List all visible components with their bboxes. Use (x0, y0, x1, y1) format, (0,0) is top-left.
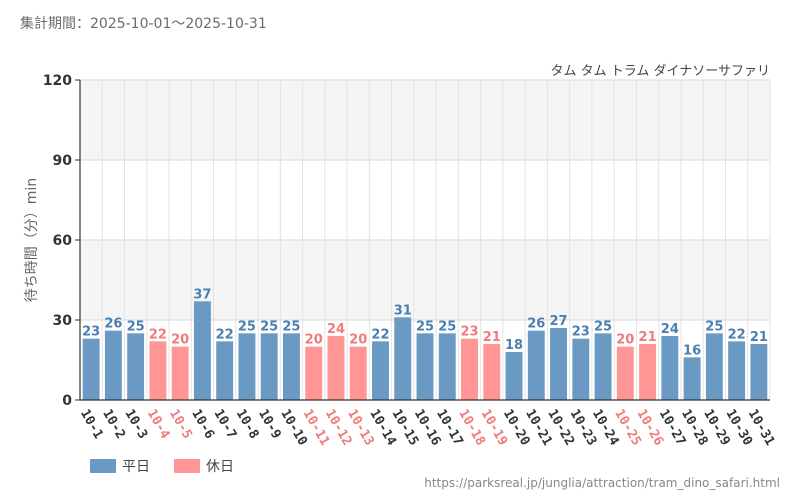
plot-band (80, 240, 770, 320)
attraction-name: タム タム トラム ダイナソーサファリ (551, 64, 771, 79)
data-label-10-19: 21 (483, 330, 501, 345)
bar-10-4 (149, 341, 167, 400)
data-label-10-8: 25 (238, 319, 256, 334)
data-label-10-29: 25 (705, 319, 723, 334)
bar-10-2 (104, 330, 122, 400)
bar-10-23 (572, 338, 590, 400)
bar-10-31 (750, 344, 768, 400)
y-tick-60: 60 (53, 233, 73, 249)
bar-10-25 (616, 346, 634, 400)
data-label-10-12: 24 (327, 322, 345, 337)
data-label-10-17: 25 (438, 319, 456, 334)
bar-10-12 (327, 336, 345, 400)
data-label-10-11: 20 (305, 333, 323, 348)
data-label-10-16: 25 (416, 319, 434, 334)
bar-10-7 (216, 341, 234, 400)
bar-10-16 (416, 333, 434, 400)
bar-10-3 (127, 333, 145, 400)
data-label-10-25: 20 (616, 333, 634, 348)
data-label-10-20: 18 (505, 338, 523, 353)
bars-group (82, 301, 768, 400)
bar-10-10 (282, 333, 300, 400)
data-label-10-5: 20 (171, 333, 189, 348)
bar-10-13 (349, 346, 367, 400)
y-axis-label: 待ち時間（分）min (24, 178, 40, 302)
data-label-10-31: 21 (750, 330, 768, 345)
data-label-10-3: 25 (127, 319, 145, 334)
data-label-10-13: 20 (349, 333, 367, 348)
y-tick-0: 0 (62, 393, 72, 409)
bar-10-14 (372, 341, 389, 400)
legend: 平日 休日 (90, 459, 234, 475)
bar-10-24 (594, 333, 612, 400)
data-label-10-7: 22 (216, 327, 234, 342)
data-label-10-1: 23 (82, 325, 100, 340)
bar-10-1 (82, 338, 100, 400)
data-labels-group: 23 26 25 22 20 37 22 25 25 25 20 24 20 22 31 25 25 23 21 18… (82, 287, 768, 358)
bar-10-28 (683, 357, 701, 400)
data-label-10-18: 23 (460, 325, 478, 340)
data-label-10-14: 22 (371, 327, 389, 342)
data-label-10-28: 16 (683, 343, 701, 358)
bar-10-27 (661, 336, 679, 400)
data-label-10-22: 27 (550, 314, 568, 329)
bar-10-30 (728, 341, 746, 400)
y-tick-30: 30 (53, 313, 73, 329)
period-label: 集計期間：2025-10-01～2025-10-31 (20, 15, 267, 32)
bar-10-26 (639, 344, 657, 400)
y-tick-120: 120 (43, 73, 72, 89)
bar-10-29 (705, 333, 723, 400)
legend-swatch-holiday (174, 459, 200, 473)
source-url: https://parksreal.jp/junglia/attraction/… (424, 476, 780, 490)
y-tick-labels: 0 30 60 90 120 (43, 73, 80, 409)
legend-label-holiday: 休日 (206, 459, 234, 475)
bar-10-18 (461, 338, 478, 400)
bar-10-5 (171, 346, 189, 400)
data-label-10-24: 25 (594, 319, 612, 334)
data-label-10-23: 23 (572, 325, 590, 340)
bar-10-21 (527, 330, 545, 400)
data-label-10-15: 31 (394, 303, 412, 318)
data-label-10-26: 21 (639, 330, 657, 345)
data-label-10-30: 22 (728, 327, 746, 342)
data-label-10-9: 25 (260, 319, 278, 334)
bar-10-17 (438, 333, 456, 400)
data-label-10-6: 37 (193, 287, 211, 302)
data-label-10-27: 24 (661, 322, 679, 337)
legend-swatch-weekday (90, 459, 116, 473)
bar-10-20 (505, 352, 523, 400)
y-tick-90: 90 (53, 153, 73, 169)
bar-10-15 (394, 317, 412, 400)
x-tick-labels: 10-110-210-310-410-510-610-710-810-910-1… (77, 407, 777, 449)
bar-10-22 (550, 328, 568, 400)
data-label-10-21: 26 (527, 317, 545, 332)
data-label-10-2: 26 (104, 317, 122, 332)
data-label-10-4: 22 (149, 327, 167, 342)
legend-label-weekday: 平日 (122, 459, 150, 475)
bar-10-11 (305, 346, 323, 400)
bar-10-19 (483, 344, 501, 400)
bar-10-9 (260, 333, 278, 400)
data-label-10-10: 25 (282, 319, 300, 334)
plot-band (80, 80, 770, 160)
bar-10-6 (193, 301, 211, 400)
bar-10-8 (238, 333, 256, 400)
